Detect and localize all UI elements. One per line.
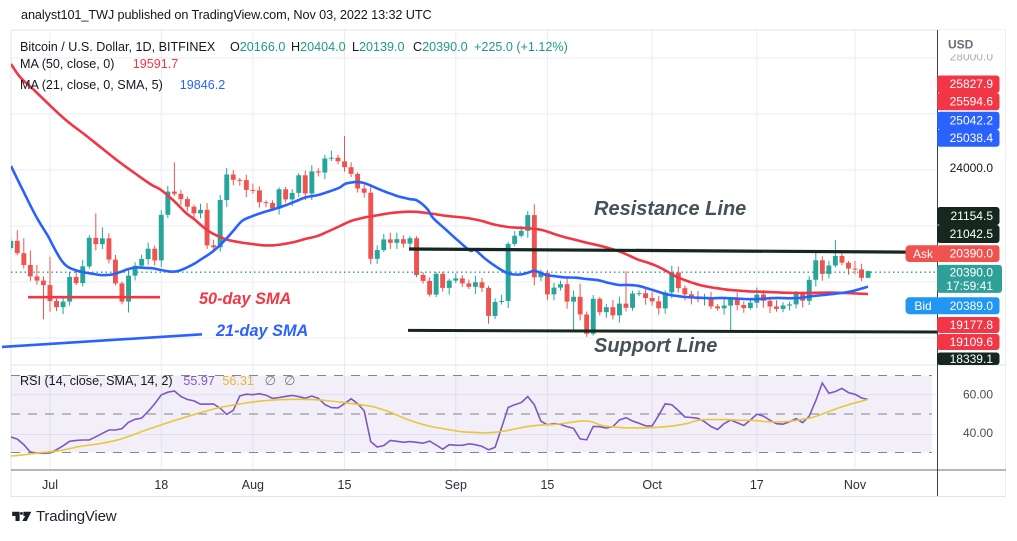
svg-text:21154.5: 21154.5 [951,209,994,223]
svg-text:18: 18 [154,478,168,492]
svg-text:20390.0: 20390.0 [950,247,994,261]
svg-text:15: 15 [540,478,554,492]
svg-text:60.00: 60.00 [963,388,993,402]
svg-text:17:59:41: 17:59:41 [946,279,993,293]
svg-text:19177.8: 19177.8 [950,318,994,332]
svg-text:25042.2: 25042.2 [950,114,994,128]
svg-text:25594.6: 25594.6 [950,95,994,109]
svg-text:Nov: Nov [844,478,867,492]
svg-text:Jul: Jul [42,478,58,492]
svg-text:15: 15 [338,478,352,492]
svg-text:18339.1: 18339.1 [950,352,994,366]
svg-text:20390.0: 20390.0 [950,266,994,280]
svg-text:USD: USD [948,38,974,52]
svg-text:40.00: 40.00 [963,426,993,440]
svg-text:20389.0: 20389.0 [950,299,994,313]
svg-text:25038.4: 25038.4 [950,131,994,145]
svg-text:17: 17 [750,478,764,492]
svg-text:Oct: Oct [642,478,662,492]
svg-text:Ask: Ask [913,247,934,261]
svg-text:Bid: Bid [914,299,931,313]
svg-text:19109.6: 19109.6 [950,335,994,349]
svg-text:24000.0: 24000.0 [950,161,994,175]
svg-text:Aug: Aug [242,478,264,492]
svg-text:25827.9: 25827.9 [950,77,994,91]
svg-text:Sep: Sep [445,478,467,492]
svg-text:21042.5: 21042.5 [950,227,994,241]
